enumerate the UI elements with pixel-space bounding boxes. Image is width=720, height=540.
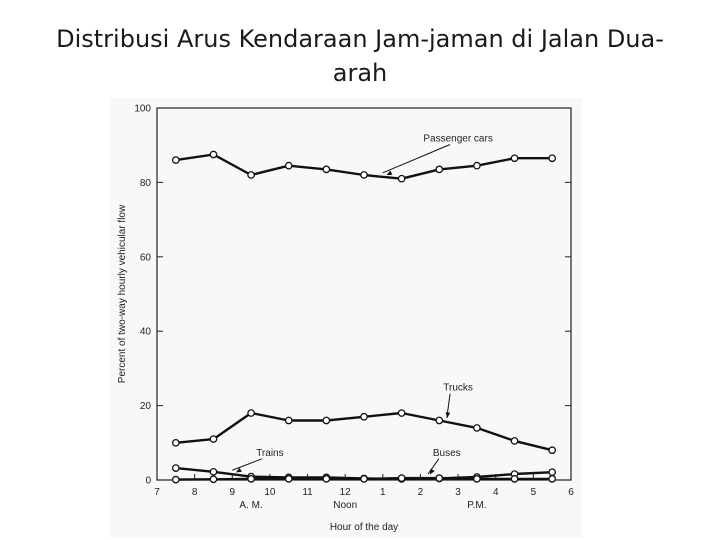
data-point-buses bbox=[548, 475, 557, 483]
leader-arrowhead-trucks bbox=[445, 412, 451, 418]
x-sublabel: P.M. bbox=[467, 500, 486, 511]
leader-line-passenger-cars bbox=[382, 144, 451, 174]
data-point-buses bbox=[435, 474, 444, 482]
data-point-trucks bbox=[284, 416, 293, 425]
x-tick-label: 5 bbox=[531, 487, 537, 498]
data-point-buses bbox=[473, 475, 481, 483]
plot-frame bbox=[156, 107, 572, 481]
x-tick-label: 1 bbox=[380, 487, 386, 498]
data-point-trucks bbox=[209, 435, 218, 443]
data-point-trucks bbox=[435, 416, 444, 425]
data-point-trucks bbox=[548, 446, 557, 455]
data-point-trucks bbox=[360, 412, 368, 421]
data-point-passenger-cars bbox=[360, 171, 368, 179]
x-tick-label: 6 bbox=[568, 487, 574, 498]
y-tick-label: 40 bbox=[140, 327, 152, 338]
y-axis-label: Percent of two-way hourly vehicular flow bbox=[117, 204, 128, 383]
x-sublabel: A. M. bbox=[239, 500, 262, 511]
y-tick-label: 0 bbox=[145, 476, 151, 487]
data-point-buses bbox=[322, 475, 331, 483]
x-tick-label: 3 bbox=[455, 487, 461, 498]
series-label-passenger-cars: Passenger cars bbox=[423, 133, 492, 144]
x-axis-label: Hour of the day bbox=[330, 522, 398, 533]
x-tick-label: 2 bbox=[418, 487, 424, 498]
data-point-passenger-cars bbox=[548, 154, 557, 163]
x-tick-label: 12 bbox=[340, 487, 352, 498]
data-point-passenger-cars bbox=[322, 165, 331, 174]
x-tick-label: 7 bbox=[154, 487, 160, 498]
traffic-flow-chart: Percent of two-way hourly vehicular flow… bbox=[117, 104, 574, 534]
data-point-passenger-cars bbox=[510, 154, 519, 163]
series-label-trains: Trains bbox=[256, 448, 283, 459]
chart-figure: Percent of two-way hourly vehicular flow… bbox=[110, 98, 582, 538]
y-tick-label: 60 bbox=[140, 252, 152, 263]
data-point-trucks bbox=[322, 416, 331, 425]
series-label-trucks: Trucks bbox=[443, 383, 473, 394]
slide-title-line-1: Distribusi Arus Kendaraan Jam-jaman di J… bbox=[56, 25, 664, 53]
leader-arrowhead-buses bbox=[429, 468, 435, 475]
data-point-passenger-cars bbox=[171, 156, 180, 164]
data-point-passenger-cars bbox=[247, 171, 255, 179]
data-point-passenger-cars bbox=[473, 161, 481, 170]
x-tick-label: 10 bbox=[264, 487, 276, 498]
data-point-buses bbox=[284, 475, 293, 483]
leader-line-buses bbox=[427, 458, 440, 475]
data-point-buses bbox=[209, 475, 218, 484]
leader-line-trains bbox=[232, 458, 263, 471]
data-point-trucks bbox=[247, 409, 255, 417]
data-point-buses bbox=[510, 475, 519, 483]
slide-title-line-2: arah bbox=[332, 59, 388, 87]
data-point-passenger-cars bbox=[284, 161, 293, 170]
data-point-trucks bbox=[397, 409, 406, 417]
x-tick-label: 11 bbox=[302, 487, 313, 498]
data-point-buses bbox=[247, 475, 255, 483]
slide-title: Distribusi Arus Kendaraan Jam-jaman di J… bbox=[40, 22, 680, 90]
data-point-passenger-cars bbox=[397, 174, 406, 183]
data-point-trucks bbox=[510, 437, 519, 445]
data-point-buses bbox=[360, 475, 368, 483]
data-point-passenger-cars bbox=[435, 165, 444, 174]
data-point-trucks bbox=[473, 424, 481, 432]
x-tick-label: 4 bbox=[493, 487, 499, 498]
data-point-trucks bbox=[171, 438, 180, 447]
leader-arrowhead-trains bbox=[235, 467, 242, 473]
data-point-buses bbox=[171, 475, 180, 484]
y-tick-label: 20 bbox=[140, 401, 152, 412]
data-point-buses bbox=[397, 474, 406, 482]
x-sublabel: Noon bbox=[333, 500, 357, 511]
y-tick-label: 100 bbox=[134, 104, 151, 115]
x-tick-label: 8 bbox=[192, 487, 198, 498]
data-point-trains bbox=[209, 467, 218, 476]
data-point-trains bbox=[171, 464, 180, 472]
data-point-trains bbox=[548, 468, 557, 477]
x-tick-label: 9 bbox=[229, 487, 235, 498]
data-point-passenger-cars bbox=[209, 150, 218, 159]
y-tick-label: 80 bbox=[140, 178, 152, 189]
series-label-buses: Buses bbox=[433, 448, 461, 459]
leader-arrowhead-passenger-cars bbox=[386, 170, 393, 176]
